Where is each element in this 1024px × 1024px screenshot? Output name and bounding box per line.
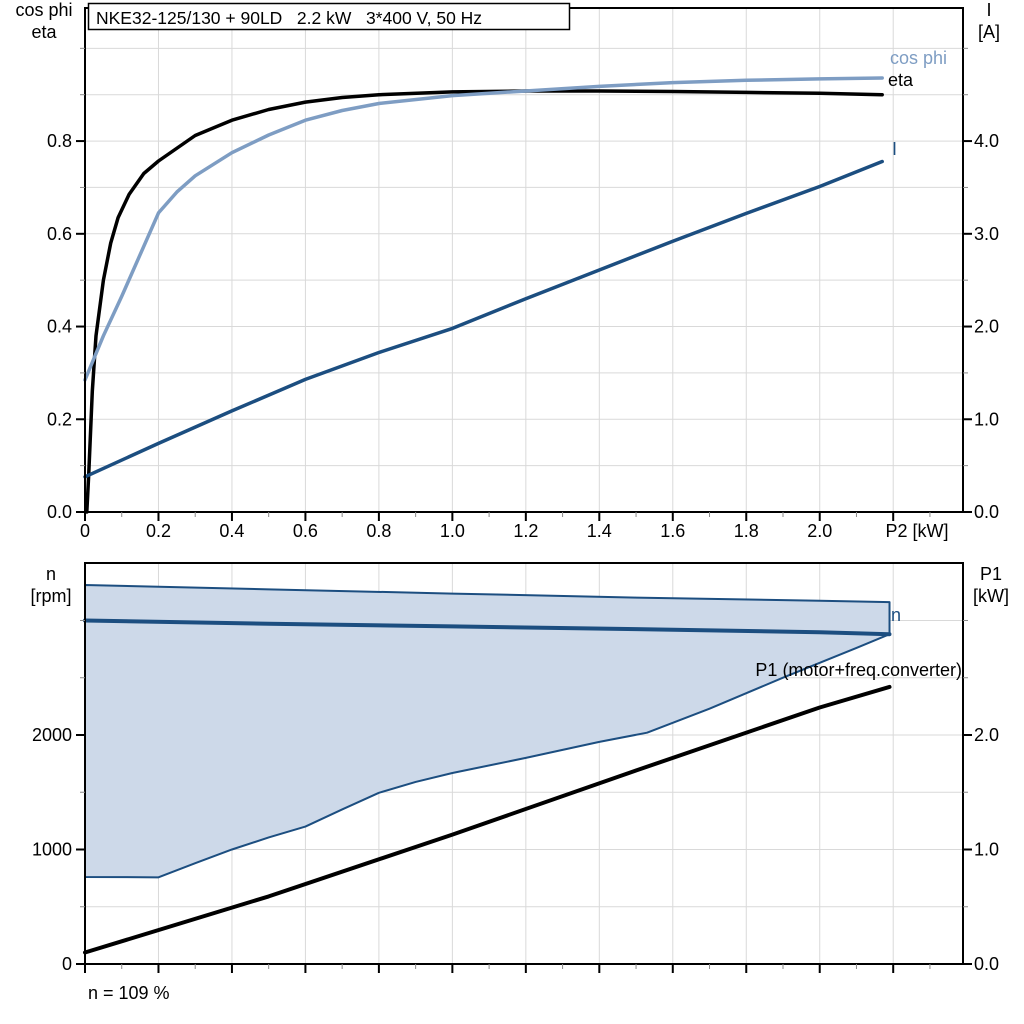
x-tick-label: 0.8	[366, 521, 391, 541]
left-tick-label: 0.6	[47, 224, 72, 244]
curve-label-P1: P1 (motor+freq.converter)	[755, 660, 962, 680]
x-tick-label: 1.4	[587, 521, 612, 541]
right-tick-label: 1.0	[974, 839, 999, 859]
left-tick-label: 1000	[32, 839, 72, 859]
x-tick-label: 1.0	[440, 521, 465, 541]
axis-labels: 0 0.2 0.4 0.6 0.8 1.0 1.2 1.4 1.6 1.8 2.0 0.0 0.2 0.4…	[15, 0, 1000, 541]
right-tick-label: 3.0	[974, 224, 999, 244]
curve-I	[83, 159, 884, 479]
left-tick-label: 0.8	[47, 131, 72, 151]
title-box-frame	[87, 2, 571, 31]
right-tick-label: 2.0	[974, 725, 999, 745]
x-tick-label: 0	[80, 521, 90, 541]
x-tick-label: 1.6	[660, 521, 685, 541]
left-tick-label: 0.2	[47, 409, 72, 429]
left-tick-label: 2000	[32, 725, 72, 745]
left-tick-label: 0.0	[47, 502, 72, 522]
left-axis-title: cos phi	[15, 0, 72, 20]
x-axis-title: P2 [kW]	[885, 521, 948, 541]
x-tick-label: 0.4	[219, 521, 244, 541]
left-axis-title: [rpm]	[30, 586, 71, 606]
x-tick-label: 1.2	[513, 521, 538, 541]
right-tick-label: 4.0	[974, 131, 999, 151]
right-tick-label: 1.0	[974, 409, 999, 429]
curve-label-n: n	[891, 605, 901, 625]
curve-label-I: I	[892, 139, 897, 159]
right-axis-title: I	[986, 0, 991, 20]
curve-P1	[83, 684, 892, 955]
x-tick-label: 0.6	[293, 521, 318, 541]
chart-title: NKE32-125/130 + 90LD 2.2 kW 3*400 V, 50 …	[96, 8, 482, 28]
curve-label-cos phi: cos phi	[890, 48, 947, 68]
left-tick-label: 0	[62, 954, 72, 974]
right-tick-label: 2.0	[974, 317, 999, 337]
left-axis-title: eta	[31, 22, 57, 42]
left-axis-title: n	[46, 564, 56, 584]
right-axis-title: [kW]	[973, 586, 1009, 606]
gridlines	[85, 8, 963, 512]
left-tick-label: 0.4	[47, 317, 72, 337]
plot-frame	[84, 562, 964, 965]
chart-title-box: NKE32-125/130 + 90LD 2.2 kW 3*400 V, 50 …	[87, 2, 571, 31]
curve-label-eta: eta	[888, 70, 914, 90]
speed-range-band	[84, 583, 891, 879]
chart-electrical: 0 0.2 0.4 0.6 0.8 1.0 1.2 1.4 1.6 1.8 2.0 0.0 0.2 0.4…	[15, 0, 1000, 541]
speed-setting-footnote: n = 109 %	[88, 983, 170, 1003]
curve-eta	[85, 89, 884, 514]
plot-frame	[84, 7, 964, 513]
right-tick-label: 0.0	[974, 502, 999, 522]
ticks	[76, 47, 972, 521]
x-tick-label: 1.8	[734, 521, 759, 541]
x-tick-label: 0.2	[146, 521, 171, 541]
right-tick-label: 0.0	[974, 954, 999, 974]
curve-n	[83, 618, 892, 637]
x-tick-label: 2.0	[807, 521, 832, 541]
right-axis-title: [A]	[978, 22, 1000, 42]
curve-cos phi	[83, 76, 884, 382]
ticks	[76, 619, 972, 973]
right-axis-title: P1	[980, 564, 1002, 584]
